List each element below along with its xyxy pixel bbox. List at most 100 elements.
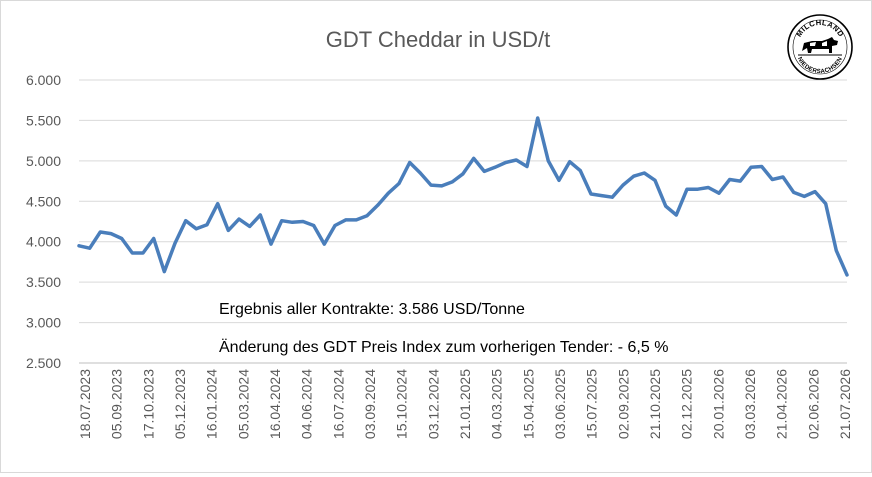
data-point — [418, 171, 422, 175]
x-tick-label: 03.03.2026 — [742, 369, 758, 439]
x-tick-label: 21.10.2025 — [647, 369, 663, 439]
x-tick-label: 04.03.2025 — [489, 369, 505, 439]
data-point — [546, 159, 550, 163]
x-tick-label: 02.12.2025 — [679, 369, 695, 439]
data-point — [184, 219, 188, 223]
x-tick-label: 17.10.2023 — [140, 369, 156, 439]
data-point — [354, 218, 358, 222]
x-tick-label: 18.07.2023 — [77, 369, 93, 439]
data-point — [333, 224, 337, 227]
x-tick-label: 15.10.2024 — [394, 369, 410, 439]
data-point — [152, 237, 156, 240]
x-tick-label: 03.12.2024 — [425, 369, 441, 439]
x-tick-label: 16.04.2024 — [267, 369, 283, 439]
data-point — [216, 202, 220, 206]
x-tick-label: 16.01.2024 — [204, 369, 220, 439]
data-point — [440, 184, 444, 188]
result-annotation: Ergebnis aller Kontrakte: 3.586 USD/Tonn… — [219, 301, 525, 318]
data-point — [600, 194, 604, 198]
data-point — [301, 220, 305, 223]
x-tick-label: 05.09.2023 — [109, 369, 125, 439]
data-point — [162, 270, 166, 274]
data-point — [514, 158, 518, 162]
data-point — [397, 182, 401, 185]
data-point — [88, 246, 92, 250]
data-point — [482, 169, 486, 173]
data-point — [429, 183, 433, 187]
data-point — [845, 273, 849, 277]
data-point — [258, 213, 262, 217]
data-point — [408, 161, 412, 164]
x-tick-label: 15.07.2025 — [584, 369, 600, 439]
data-point — [226, 228, 230, 232]
data-point — [269, 242, 273, 246]
data-point — [205, 223, 209, 227]
x-tick-label: 04.06.2024 — [299, 369, 315, 439]
x-tick-label: 21.07.2026 — [837, 369, 853, 439]
series-line — [77, 116, 849, 277]
data-point — [834, 249, 838, 253]
data-point — [120, 237, 124, 240]
data-point — [770, 178, 774, 181]
data-point — [194, 227, 198, 231]
data-point — [664, 204, 668, 208]
data-point — [386, 191, 390, 195]
x-tick-label: 16.07.2024 — [330, 369, 346, 439]
data-point — [632, 174, 636, 178]
data-point — [141, 251, 145, 255]
data-point — [237, 217, 241, 221]
milchland-logo: MILCHLAND NIEDERSACHSEN — [787, 14, 853, 80]
data-point — [578, 169, 582, 173]
data-point — [696, 187, 700, 191]
data-point — [728, 178, 732, 181]
y-tick-label: 4.000 — [26, 234, 61, 250]
data-point — [130, 251, 134, 255]
data-point — [77, 244, 81, 248]
cow-icon — [798, 37, 842, 56]
data-point — [749, 165, 753, 169]
data-point — [802, 194, 806, 198]
x-tick-label: 02.06.2026 — [805, 369, 821, 439]
data-point — [717, 191, 721, 195]
data-point — [621, 183, 625, 187]
data-point — [813, 190, 817, 194]
data-point — [365, 214, 369, 218]
x-tick-label: 05.03.2024 — [235, 369, 251, 439]
data-point — [290, 220, 294, 224]
data-point — [312, 224, 316, 227]
x-tick-label: 03.09.2024 — [362, 369, 378, 439]
y-tick-label: 4.500 — [26, 193, 61, 209]
data-point — [472, 156, 476, 160]
data-point — [344, 218, 348, 222]
data-point — [557, 178, 561, 182]
data-point — [525, 165, 529, 168]
chart-title: GDT Cheddar in USD/t — [326, 27, 551, 52]
data-point — [493, 165, 497, 169]
y-tick-label: 5.500 — [26, 112, 61, 128]
gridlines — [79, 79, 847, 364]
x-tick-label: 15.04.2025 — [520, 369, 536, 439]
data-point — [248, 224, 252, 228]
y-tick-label: 3.000 — [26, 315, 61, 331]
y-tick-label: 3.500 — [26, 274, 61, 290]
data-point — [536, 116, 540, 120]
x-tick-label: 03.06.2025 — [552, 369, 568, 439]
x-tick-label: 02.09.2025 — [615, 369, 631, 439]
data-point — [322, 242, 326, 246]
data-point — [98, 230, 102, 234]
data-point — [568, 160, 572, 164]
change-annotation: Änderung des GDT Preis Index zum vorheri… — [219, 338, 668, 356]
data-point — [760, 165, 764, 168]
x-axis: 18.07.2023 05.09.2023 17.10.2023 05.12.2023… — [77, 362, 853, 439]
data-point — [792, 190, 796, 194]
x-tick-label: 20.01.2026 — [710, 369, 726, 439]
y-tick-label: 6.000 — [26, 72, 61, 88]
y-tick-label: 2.500 — [26, 355, 61, 371]
x-tick-label: 21.04.2026 — [774, 369, 790, 439]
data-point — [109, 232, 113, 236]
data-point — [589, 192, 593, 196]
data-point — [685, 187, 689, 191]
data-point — [173, 241, 177, 245]
